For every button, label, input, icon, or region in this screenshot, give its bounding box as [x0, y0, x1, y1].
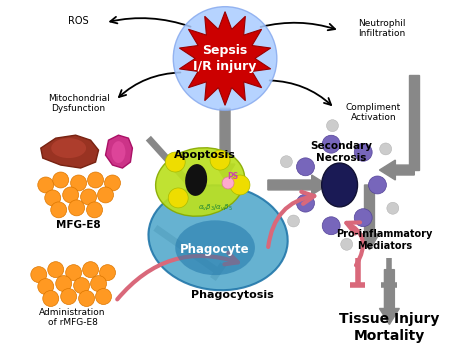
Circle shape — [230, 175, 250, 195]
Circle shape — [322, 217, 340, 235]
Text: Neutrophil
Infiltration: Neutrophil Infiltration — [358, 19, 405, 38]
Text: Phagocytosis: Phagocytosis — [191, 290, 273, 300]
Circle shape — [222, 177, 234, 189]
Circle shape — [341, 238, 353, 250]
Text: Administration
of rMFG-E8: Administration of rMFG-E8 — [39, 308, 106, 327]
Text: Sepsis
I/R injury: Sepsis I/R injury — [193, 44, 257, 73]
Text: Apoptosis: Apoptosis — [174, 150, 236, 160]
Circle shape — [73, 278, 90, 294]
Circle shape — [387, 202, 399, 214]
Circle shape — [380, 143, 392, 155]
Circle shape — [79, 290, 94, 306]
FancyArrow shape — [380, 270, 400, 324]
Circle shape — [210, 150, 230, 170]
Polygon shape — [41, 135, 99, 168]
Circle shape — [56, 275, 72, 291]
FancyArrow shape — [380, 160, 414, 180]
Circle shape — [354, 143, 372, 161]
Circle shape — [87, 202, 102, 218]
Circle shape — [48, 262, 64, 278]
Circle shape — [45, 190, 61, 206]
Circle shape — [38, 177, 54, 193]
Circle shape — [88, 172, 103, 188]
Circle shape — [165, 152, 185, 172]
Ellipse shape — [111, 141, 126, 163]
Circle shape — [61, 289, 77, 305]
Ellipse shape — [322, 163, 357, 207]
Circle shape — [105, 175, 120, 191]
Text: ROS: ROS — [68, 16, 89, 26]
FancyArrow shape — [410, 75, 419, 170]
Circle shape — [354, 209, 372, 226]
Text: $\alpha_v\beta_3/\alpha_v\beta_5$: $\alpha_v\beta_3/\alpha_v\beta_5$ — [198, 203, 232, 213]
Circle shape — [173, 7, 277, 110]
Ellipse shape — [185, 164, 207, 196]
Circle shape — [322, 135, 340, 153]
Ellipse shape — [148, 185, 288, 290]
Text: Compliment
Activation: Compliment Activation — [346, 103, 401, 122]
Circle shape — [98, 187, 113, 203]
Circle shape — [96, 289, 111, 305]
Text: MFG-E8: MFG-E8 — [56, 220, 101, 230]
Ellipse shape — [155, 148, 245, 216]
Text: Secondary
Necrosis: Secondary Necrosis — [310, 141, 373, 163]
Circle shape — [100, 265, 116, 280]
Text: PS: PS — [228, 171, 238, 180]
Circle shape — [71, 175, 87, 191]
Ellipse shape — [51, 138, 86, 158]
Ellipse shape — [175, 220, 255, 275]
Text: Pro-inflammatory
Mediators: Pro-inflammatory Mediators — [336, 229, 433, 251]
Circle shape — [168, 188, 188, 208]
Circle shape — [327, 120, 338, 132]
Polygon shape — [179, 12, 271, 105]
Circle shape — [281, 156, 292, 168]
Circle shape — [69, 200, 84, 216]
Circle shape — [53, 172, 69, 188]
Text: Tissue Injury
Mortality: Tissue Injury Mortality — [339, 312, 439, 343]
Circle shape — [51, 202, 67, 218]
Circle shape — [91, 275, 107, 291]
Polygon shape — [106, 135, 132, 168]
Circle shape — [288, 215, 300, 227]
Circle shape — [63, 187, 79, 203]
Circle shape — [297, 158, 314, 176]
Circle shape — [43, 290, 59, 306]
Circle shape — [66, 265, 82, 280]
Text: Phagocyte: Phagocyte — [180, 243, 250, 256]
Circle shape — [82, 262, 99, 278]
Circle shape — [297, 194, 314, 212]
Text: Mitochondrial
Dysfunction: Mitochondrial Dysfunction — [48, 94, 109, 113]
Circle shape — [38, 279, 54, 295]
Circle shape — [81, 189, 97, 205]
Circle shape — [31, 267, 47, 283]
FancyArrow shape — [215, 108, 235, 180]
Circle shape — [368, 176, 386, 194]
FancyArrow shape — [359, 185, 380, 250]
FancyArrow shape — [268, 175, 328, 195]
